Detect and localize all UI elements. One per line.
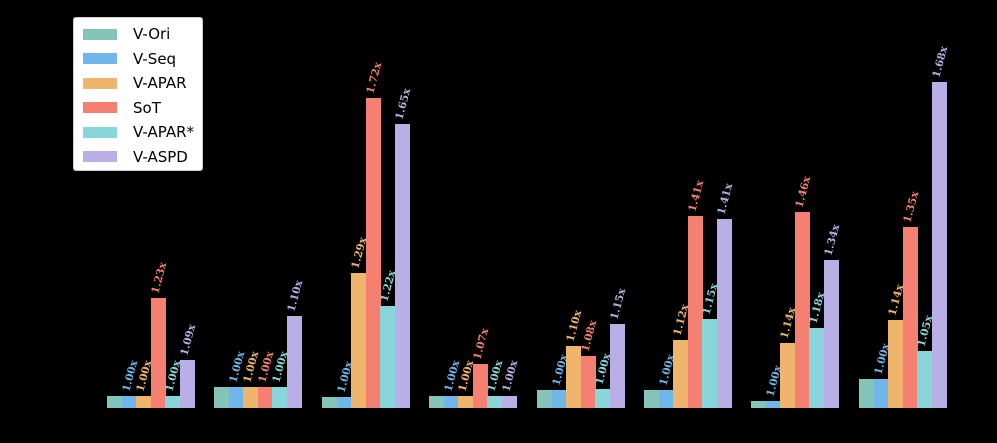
bar — [165, 396, 180, 408]
legend-swatch — [83, 126, 117, 138]
bar-value-label: 1.08x — [579, 319, 599, 353]
legend-label: V-ASPD — [133, 147, 188, 166]
bar — [272, 387, 287, 408]
bar — [150, 298, 166, 408]
bar — [136, 396, 151, 408]
legend-swatch — [83, 77, 117, 89]
bar — [429, 396, 444, 408]
bar — [380, 306, 395, 408]
bar — [336, 397, 352, 408]
legend-item-v-apar-star: V-APAR* — [74, 120, 202, 145]
legend-item-v-ori: V-Ori — [74, 22, 202, 47]
bar-value-label: 1.09x — [178, 323, 198, 357]
legend-swatch — [83, 28, 117, 40]
bar — [687, 216, 703, 408]
legend-label: SoT — [133, 98, 161, 117]
bar — [809, 328, 824, 408]
bar — [214, 387, 229, 408]
bar — [873, 379, 889, 408]
bar — [487, 396, 502, 408]
bar — [888, 320, 903, 408]
bar — [609, 324, 625, 408]
bar-value-label: 1.15x — [608, 287, 628, 321]
bar — [351, 273, 366, 408]
bar — [322, 397, 337, 408]
bar — [286, 316, 302, 408]
bar — [394, 124, 410, 408]
bar — [121, 396, 137, 408]
bar — [365, 98, 381, 408]
legend-item-sot: SoT — [74, 96, 202, 121]
bar — [823, 260, 839, 408]
legend-item-v-aspd: V-ASPD — [74, 145, 202, 170]
bar-value-label: 1.41x — [715, 182, 735, 216]
legend-swatch — [83, 102, 117, 114]
bar — [658, 390, 674, 408]
bar-value-label: 1.65x — [393, 87, 413, 121]
bar — [472, 364, 488, 408]
legend-label: V-APAR — [133, 74, 187, 93]
bar — [566, 346, 581, 408]
bar — [580, 356, 596, 408]
bar — [179, 360, 195, 408]
bar — [228, 387, 244, 408]
legend-swatch — [83, 151, 117, 163]
bar — [107, 396, 122, 408]
bar — [458, 396, 473, 408]
legend-label: V-Seq — [133, 49, 177, 68]
bar — [859, 379, 874, 408]
bar-value-label: 1.68x — [930, 45, 950, 79]
bar — [644, 390, 659, 408]
bar — [673, 340, 688, 408]
chart-legend: V-Ori V-Seq V-APAR SoT V-APAR* V-ASPD — [73, 17, 203, 171]
bar — [917, 351, 932, 408]
legend-label: V-Ori — [133, 25, 171, 44]
bar-value-label: 1.41x — [686, 179, 706, 213]
bar-value-label: 1.10x — [285, 279, 305, 313]
bar — [501, 396, 517, 408]
bar — [716, 219, 732, 408]
bar-value-label: 1.23x — [149, 261, 169, 295]
bar — [902, 227, 918, 408]
bar — [794, 212, 810, 408]
bar — [257, 387, 273, 408]
bar — [931, 82, 947, 408]
legend-item-v-seq: V-Seq — [74, 47, 202, 72]
bar-value-label: 1.34x — [822, 223, 842, 257]
bar — [537, 390, 552, 408]
bar — [780, 343, 795, 408]
bar-value-label: 1.35x — [901, 190, 921, 224]
bar-value-label: 1.46x — [793, 175, 813, 209]
bar — [765, 401, 781, 408]
bar — [243, 387, 258, 408]
bar — [443, 396, 459, 408]
legend-item-v-apar: V-APAR — [74, 71, 202, 96]
bar — [551, 390, 567, 408]
bar — [751, 401, 766, 408]
bar-value-label: 1.72x — [364, 61, 384, 95]
bar-value-label: 1.07x — [471, 327, 491, 361]
bar — [702, 319, 717, 408]
bar — [595, 389, 610, 408]
legend-swatch — [83, 53, 117, 65]
legend-label: V-APAR* — [133, 123, 194, 142]
